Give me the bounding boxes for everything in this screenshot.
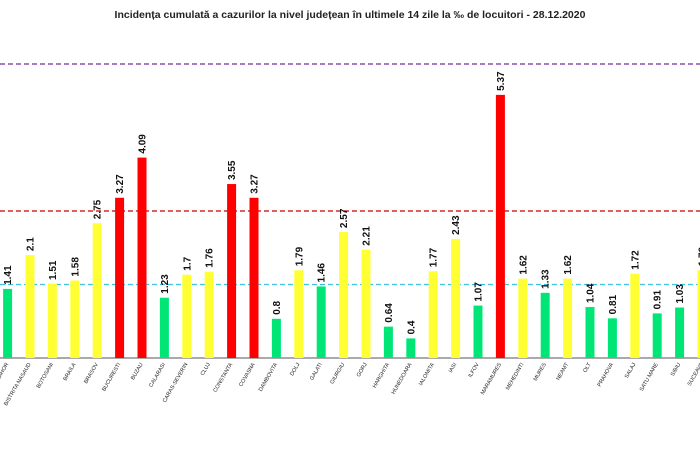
bar-prahova (607, 318, 617, 358)
value-label: 1.79 (294, 246, 305, 266)
bar-caras-severin (182, 274, 192, 358)
bar-gorj (361, 249, 371, 358)
category-label: BOTOSANI (36, 362, 56, 390)
bar-dambovita (271, 318, 281, 358)
bar-olt (585, 307, 595, 358)
value-label: 2.43 (451, 215, 462, 235)
value-label: 1.03 (675, 284, 686, 304)
category-label: ILFOV (468, 362, 481, 379)
value-label: 1.72 (630, 250, 641, 270)
bar-cluj (204, 271, 214, 358)
bar-bucuresti (115, 197, 125, 358)
value-label: 1.7 (182, 256, 193, 270)
bar-braila (70, 280, 80, 358)
bar-constanta (227, 184, 237, 358)
bar-covasna (249, 197, 259, 358)
value-label: 2.1 (26, 237, 37, 251)
value-label: 2.57 (339, 208, 350, 228)
value-label: 0.81 (608, 294, 619, 314)
category-label: PRAHOVA (597, 362, 616, 388)
value-label: 1.76 (205, 248, 216, 268)
value-label: 1.41 (3, 265, 14, 285)
bar-giurgiu (339, 232, 349, 358)
value-label: 0.64 (384, 303, 395, 323)
category-label: GORJ (356, 362, 369, 378)
category-label: CARAS-SEVERIN (162, 362, 190, 404)
bar-ilfov (473, 305, 483, 358)
bar-botosani (47, 284, 57, 358)
category-label: HARGHITA (372, 362, 391, 390)
bar-bihor (3, 288, 13, 358)
category-label: GALATI (309, 362, 324, 382)
value-label: 0.4 (406, 320, 417, 334)
value-label: 1.07 (474, 282, 485, 302)
value-label: 1.77 (429, 247, 440, 267)
bar-bistrita-nasaud (25, 255, 35, 358)
chart-title: Incidența cumulată a cazurilor la nivel … (114, 9, 586, 21)
bar-galati (316, 286, 326, 358)
category-label: COVASNA (238, 362, 257, 388)
category-label: BIHOR (0, 362, 10, 380)
value-label: 0.8 (272, 300, 283, 314)
bar-neamt (563, 278, 573, 358)
category-label: GIURGIU (329, 362, 346, 385)
category-label: SUCEAVA (687, 362, 700, 387)
category-label: DAMBOVITA (258, 362, 279, 393)
category-label: SATU MARE (639, 362, 660, 393)
bar-mehedinti (518, 278, 528, 358)
bar-maramures (495, 94, 505, 359)
category-label: MURES (533, 362, 548, 382)
category-label: HUNEDOARA (391, 362, 414, 396)
value-label: 2.21 (362, 226, 373, 246)
bar-satu-mare (652, 313, 662, 358)
bar-dolj (294, 270, 304, 358)
value-label: 1.79 (698, 246, 700, 266)
value-label: 1.62 (563, 255, 574, 275)
bar-harghita (383, 326, 393, 358)
value-label: 1.51 (48, 260, 59, 280)
value-label: 1.04 (586, 283, 597, 303)
value-label: 5.37 (496, 71, 507, 91)
value-label: 3.27 (250, 174, 261, 194)
category-label: OLT (582, 361, 593, 373)
bar-ialomita (428, 271, 438, 358)
category-label: NEAMT (556, 361, 571, 381)
bar-brasov (92, 223, 102, 358)
value-label: 1.23 (160, 274, 171, 294)
value-label: 1.33 (541, 269, 552, 289)
category-label: IALOMITA (418, 362, 436, 387)
category-label: MEHEDINTI (505, 362, 526, 392)
category-label: CONSTANTA (213, 362, 235, 394)
value-label: 1.46 (317, 263, 328, 283)
category-label: SALAJ (624, 362, 638, 380)
bar-buzau (137, 157, 147, 358)
category-label: BRAILA (63, 362, 78, 382)
value-label: 1.62 (518, 255, 529, 275)
category-label: SIBIU (670, 362, 682, 377)
category-label: IASI (448, 362, 459, 374)
bar-calarasi (159, 297, 169, 358)
bar-sibiu (675, 307, 685, 358)
bar-hunedoara (406, 338, 416, 358)
value-label: 1.58 (70, 257, 81, 277)
value-label: 3.27 (115, 174, 126, 194)
bar-suceava (697, 270, 700, 358)
category-label: MARAMURES (480, 362, 503, 396)
bar-iasi (451, 238, 461, 358)
category-label: DOLJ (289, 362, 301, 377)
bar-mures (540, 292, 550, 358)
value-label: 2.75 (93, 199, 104, 219)
category-label: BUCURESTI (101, 362, 122, 393)
category-label: BRASOV (83, 362, 100, 385)
category-label: BUZAU (130, 362, 145, 381)
category-label: CALARASI (148, 362, 167, 389)
value-label: 4.09 (138, 134, 149, 154)
value-label: 3.55 (227, 160, 238, 180)
value-label: 0.91 (653, 290, 664, 310)
category-label: CLUJ (200, 362, 212, 377)
bar-salaj (630, 273, 640, 358)
